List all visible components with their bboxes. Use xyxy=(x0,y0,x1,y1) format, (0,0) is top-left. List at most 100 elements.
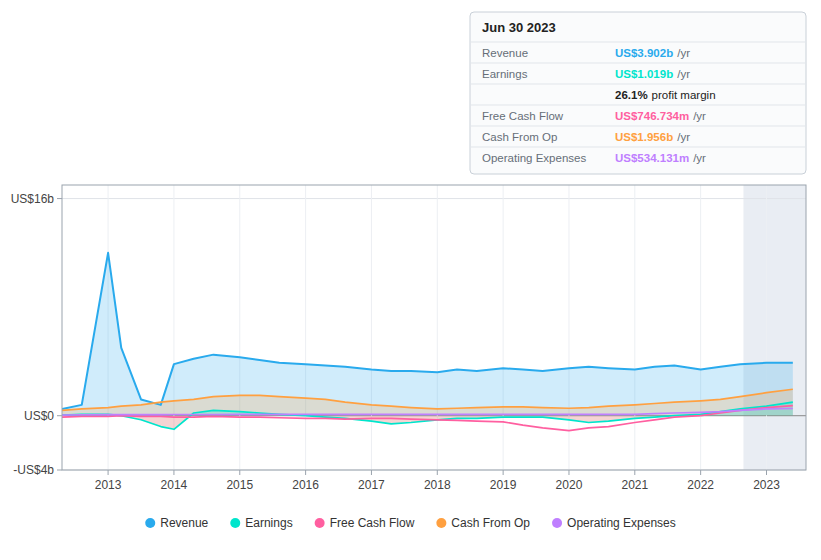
info-row-suffix: /yr xyxy=(677,68,690,80)
axes: 2013 2014 2015 2016 2017 2018 2019 2020 2021 2022… xyxy=(11,192,781,492)
x-tick xyxy=(305,470,306,475)
info-row-label: Operating Expenses xyxy=(482,152,586,164)
legend: Revenue Earnings Free Cash Flow Cash From O… xyxy=(145,516,676,530)
x-grid-line xyxy=(766,185,767,470)
x-tick xyxy=(766,470,767,475)
series-line xyxy=(62,389,793,410)
info-row-suffix: profit margin xyxy=(652,89,716,101)
x-tick xyxy=(173,470,174,475)
x-tick-label: 2015 xyxy=(226,478,253,492)
series-line xyxy=(62,253,793,409)
x-grid-line xyxy=(568,185,569,470)
x-tick xyxy=(634,470,635,475)
x-grid-line xyxy=(634,185,635,470)
info-box-frame xyxy=(470,12,806,174)
info-row-label: Revenue xyxy=(482,47,528,59)
legend-label: Operating Expenses xyxy=(567,516,676,530)
plot-background xyxy=(62,185,806,470)
shaded-band xyxy=(743,185,806,470)
x-tick-label: 2021 xyxy=(621,478,648,492)
x-tick-label: 2013 xyxy=(95,478,122,492)
legend-swatch xyxy=(230,518,240,528)
legend-swatch xyxy=(552,518,562,528)
info-row-suffix: /yr xyxy=(677,131,690,143)
x-tick xyxy=(108,470,109,475)
legend-label: Revenue xyxy=(160,516,208,530)
plot-area xyxy=(743,185,806,470)
x-tick-label: 2017 xyxy=(358,478,385,492)
y-tick-label: -US$4b xyxy=(13,463,54,477)
area-fill xyxy=(62,389,793,415)
x-grid-line xyxy=(437,185,438,470)
x-grid-line xyxy=(239,185,240,470)
legend-swatch xyxy=(145,518,155,528)
legend-label: Earnings xyxy=(245,516,292,530)
x-tick xyxy=(503,470,504,475)
series-line xyxy=(62,409,793,416)
x-tick-label: 2014 xyxy=(161,478,188,492)
info-box-title: Jun 30 2023 xyxy=(482,20,556,35)
info-row-value: US$534.131m xyxy=(615,152,689,164)
info-row-value: 26.1% xyxy=(615,89,648,101)
info-row-value: US$1.956b xyxy=(615,131,673,143)
info-row-label: Cash From Op xyxy=(482,131,557,143)
y-tick-label: US$16b xyxy=(11,192,55,206)
plot-frame xyxy=(62,185,806,470)
info-row-text: US$534.131m/yr xyxy=(615,152,706,164)
info-row-suffix: /yr xyxy=(693,110,706,122)
info-box-divider xyxy=(470,84,806,85)
info-row-text: US$1.019b/yr xyxy=(615,68,690,80)
info-row-value: US$1.019b xyxy=(615,68,673,80)
info-box-divider xyxy=(470,126,806,127)
legend-label: Free Cash Flow xyxy=(330,516,415,530)
info-box-divider xyxy=(470,147,806,148)
series-line xyxy=(62,402,793,429)
info-row-text: 26.1% profit margin xyxy=(615,89,716,101)
info-row-text: US$3.902b/yr xyxy=(615,47,690,59)
info-box-divider xyxy=(470,105,806,106)
legend-swatch xyxy=(436,518,446,528)
legend-item: Free Cash Flow xyxy=(315,516,415,530)
x-grid-line xyxy=(371,185,372,470)
info-row-value: US$3.902b xyxy=(615,47,673,59)
x-tick-label: 2023 xyxy=(753,478,780,492)
legend-label: Cash From Op xyxy=(451,516,530,530)
x-tick xyxy=(568,470,569,475)
chart: 2013 2014 2015 2016 2017 2018 2019 2020 2021 2022… xyxy=(0,0,821,560)
x-tick-label: 2020 xyxy=(556,478,583,492)
area-fill xyxy=(62,253,793,416)
x-tick-label: 2022 xyxy=(687,478,714,492)
x-tick-label: 2016 xyxy=(292,478,319,492)
y-tick xyxy=(57,470,62,471)
x-tick-label: 2019 xyxy=(490,478,517,492)
x-tick xyxy=(700,470,701,475)
x-tick-label: 2018 xyxy=(424,478,451,492)
y-tick-label: US$0 xyxy=(24,409,54,423)
info-box-divider xyxy=(470,63,806,64)
y-tick xyxy=(57,198,62,199)
series-layer xyxy=(62,253,793,431)
x-tick xyxy=(437,470,438,475)
legend-item: Operating Expenses xyxy=(552,516,676,530)
legend-item: Earnings xyxy=(230,516,292,530)
info-row-suffix: /yr xyxy=(677,47,690,59)
legend-item: Cash From Op xyxy=(436,516,530,530)
y-tick xyxy=(57,415,62,416)
info-row-suffix: /yr xyxy=(693,152,706,164)
info-box-divider xyxy=(470,42,806,43)
info-row-label: Free Cash Flow xyxy=(482,110,564,122)
info-row-text: US$1.956b/yr xyxy=(615,131,690,143)
info-row-label: Earnings xyxy=(482,68,528,80)
info-box: Jun 30 2023 Revenue US$3.902b/yr Earnings US… xyxy=(470,12,806,174)
x-grid-line xyxy=(700,185,701,470)
x-grid-line xyxy=(305,185,306,470)
series-line xyxy=(62,406,793,431)
legend-swatch xyxy=(315,518,325,528)
grid xyxy=(62,185,806,470)
legend-item: Revenue xyxy=(145,516,208,530)
x-grid-line xyxy=(503,185,504,470)
info-row-text: US$746.734m/yr xyxy=(615,110,706,122)
x-tick xyxy=(239,470,240,475)
info-row-value: US$746.734m xyxy=(615,110,689,122)
x-tick xyxy=(371,470,372,475)
